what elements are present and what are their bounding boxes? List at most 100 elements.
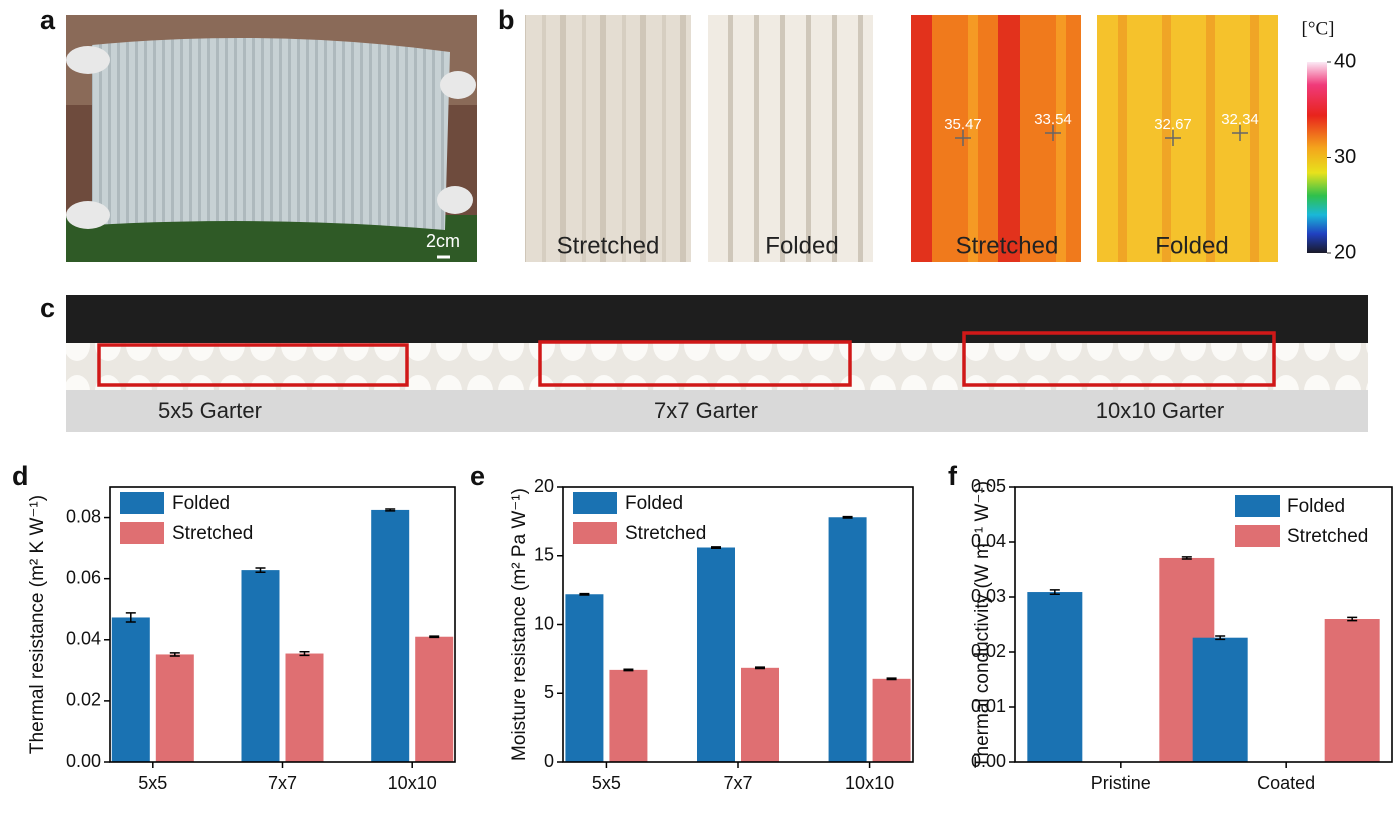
bar: [111, 617, 150, 762]
bar: [1027, 592, 1083, 762]
y-tick-label: 0.02: [66, 690, 101, 710]
y-tick-label: 10: [534, 613, 554, 633]
thermal-folded: [1097, 15, 1278, 262]
thermal-stretched: [911, 15, 1081, 262]
plot-frame: [109, 486, 456, 763]
error-bar: [755, 666, 765, 670]
panel-label: d: [12, 461, 29, 491]
error-bar: [711, 546, 721, 549]
colorbar-tick-label: 20: [1334, 241, 1356, 263]
colorbar: [1307, 62, 1327, 253]
reading: 32.67: [1154, 116, 1192, 133]
y-tick-label: 0.04: [66, 629, 101, 649]
bar: [1192, 637, 1248, 762]
colorbar-unit: [°C]: [1302, 18, 1335, 39]
legend-swatch: [1235, 525, 1280, 547]
y-tick-label: 0.05: [971, 476, 1006, 496]
plot-frame: [1014, 486, 1393, 763]
scale-bar-label: 2cm: [426, 231, 460, 251]
bar: [415, 636, 454, 762]
error-bar: [125, 612, 136, 623]
region-label: 7x7 Garter: [654, 398, 758, 423]
legend-swatch: [573, 492, 617, 514]
bar: [565, 594, 604, 762]
crosshair: [1045, 125, 1061, 141]
legend-swatch: [573, 522, 617, 544]
x-tick-label: 5x5: [592, 773, 621, 793]
y-tick-label: 20: [534, 476, 554, 496]
bar: [1324, 619, 1380, 762]
legend-label: Stretched: [625, 523, 706, 544]
panel-label: f: [948, 461, 958, 491]
error-bar: [1181, 556, 1192, 560]
error-bar: [169, 652, 180, 657]
legend-swatch: [120, 522, 164, 544]
y-tick-label: 15: [534, 545, 554, 565]
error-bar: [385, 508, 396, 512]
colorbar-tick-label: 30: [1334, 146, 1356, 168]
y-tick-label: 0.01: [971, 696, 1006, 716]
legend-label: Folded: [625, 493, 683, 514]
bar: [371, 509, 410, 762]
error-bar: [255, 567, 266, 573]
error-bar: [1215, 635, 1226, 641]
y-tick-label: 0.08: [66, 506, 101, 526]
bar: [609, 669, 648, 762]
y-tick-label: 0.00: [66, 751, 101, 771]
crosshair: [1232, 125, 1248, 141]
legend-label: Folded: [172, 493, 230, 514]
x-tick-label: 10x10: [388, 773, 437, 793]
error-bar: [579, 592, 590, 596]
bar: [155, 654, 194, 762]
error-bar: [623, 668, 634, 672]
error-bar: [429, 635, 440, 639]
error-bar: [842, 515, 853, 519]
crosshair: [1165, 130, 1181, 146]
bar: [697, 547, 735, 762]
y-tick-label: 0.04: [971, 531, 1006, 551]
thermal-caption: Stretched: [956, 232, 1059, 259]
photo-caption: Folded: [765, 232, 838, 259]
plot-frame: [562, 486, 914, 763]
panel-label: e: [470, 461, 485, 491]
bar: [285, 653, 324, 762]
panel-label: b: [498, 5, 515, 35]
panel-label: c: [40, 293, 55, 323]
photo-c: [66, 295, 1368, 432]
legend-swatch: [120, 492, 164, 514]
region-label: 10x10 Garter: [1096, 398, 1224, 423]
legend-label: Stretched: [172, 523, 253, 544]
x-tick-label: 7x7: [268, 773, 297, 793]
y-tick-label: 0.06: [66, 567, 101, 587]
bar: [872, 678, 911, 762]
photo-folded: [708, 15, 873, 262]
reading: 35.47: [944, 116, 982, 133]
y-axis-label: Thermal conductivity (W m⁻¹ W⁻¹): [972, 481, 993, 768]
x-tick-label: Coated: [1257, 773, 1315, 793]
photo-a: [66, 15, 477, 262]
x-tick-label: 10x10: [845, 773, 894, 793]
legend-swatch: [1235, 495, 1280, 517]
thermal-caption: Folded: [1155, 232, 1228, 259]
crosshair: [955, 130, 971, 146]
y-tick-label: 0.02: [971, 641, 1006, 661]
y-axis-label: Moisture resistance (m² Pa W⁻¹): [509, 488, 530, 761]
x-tick-label: 5x5: [138, 773, 167, 793]
panel-label: a: [40, 5, 56, 35]
colorbar-tick-label: 40: [1334, 50, 1356, 72]
bar: [828, 517, 867, 762]
y-tick-label: 0.03: [971, 586, 1006, 606]
bar: [741, 667, 779, 762]
y-tick-label: 0: [544, 751, 554, 771]
photo-caption: Stretched: [557, 232, 660, 259]
error-bar: [886, 677, 897, 681]
bar: [241, 570, 280, 762]
y-tick-label: 5: [544, 682, 554, 702]
error-bar: [1347, 616, 1358, 622]
region-label: 5x5 Garter: [158, 398, 262, 423]
x-tick-label: Pristine: [1091, 773, 1151, 793]
legend-label: Stretched: [1287, 526, 1368, 547]
legend-label: Folded: [1287, 496, 1345, 517]
y-tick-label: 0.00: [971, 751, 1006, 771]
